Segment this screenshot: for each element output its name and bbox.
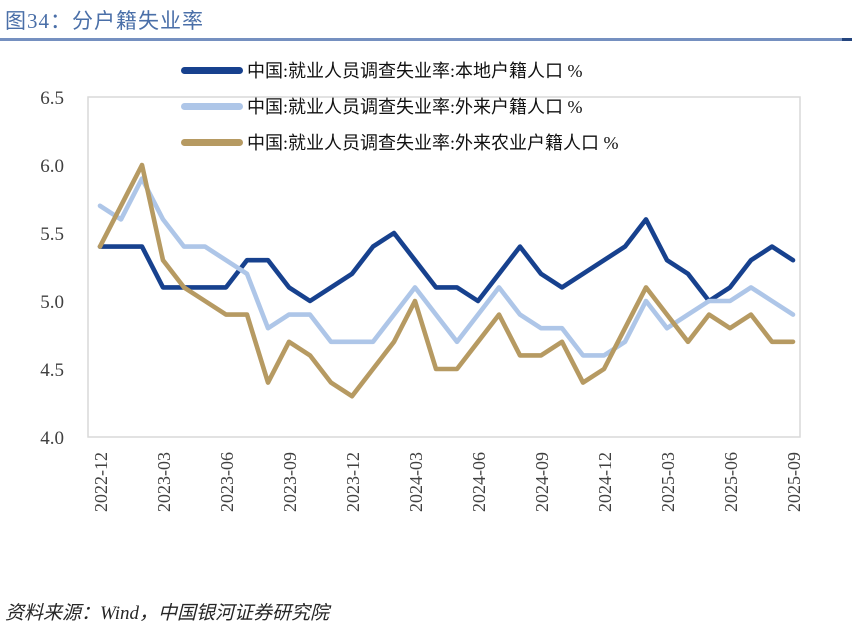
x-axis-tick-label: 2024-12	[595, 452, 615, 512]
y-axis-tick-label: 5.0	[40, 292, 64, 313]
x-axis-tick-label: 2024-06	[469, 452, 489, 512]
figure-title: 图34：分户籍失业率	[5, 9, 204, 33]
y-axis-tick-label: 5.5	[40, 224, 64, 245]
legend-item-2: 中国:就业人员调查失业率:外来农业户籍人口 %	[181, 124, 619, 160]
legend-swatch-0	[181, 66, 243, 74]
x-axis-tick-label: 2023-06	[217, 452, 237, 512]
legend-swatch-1	[181, 102, 243, 110]
legend-item-0: 中国:就业人员调查失业率:本地户籍人口 %	[181, 52, 619, 88]
source-note: 资料来源：Wind，中国银河证券研究院	[5, 603, 330, 624]
x-axis-tick-label: 2024-09	[532, 452, 552, 512]
header-divider	[0, 38, 852, 41]
x-axis-tick-label: 2022-12	[91, 452, 111, 512]
plot-frame	[87, 96, 801, 438]
x-axis-tick-label: 2023-03	[154, 452, 174, 512]
legend-label-1: 中国:就业人员调查失业率:外来户籍人口 %	[247, 97, 583, 117]
series-line-0	[97, 217, 796, 304]
x-axis-tick-label: 2023-09	[280, 452, 300, 512]
legend: 中国:就业人员调查失业率:本地户籍人口 % 中国:就业人员调查失业率:外来户籍人口…	[181, 52, 619, 160]
y-axis-tick-label: 4.0	[40, 428, 64, 449]
x-axis-tick-label: 2025-09	[784, 452, 804, 512]
y-axis-tick-label: 6.0	[40, 156, 64, 177]
x-axis-tick-label: 2024-03	[406, 452, 426, 512]
series-line-2	[97, 162, 796, 399]
x-axis-tick-label: 2025-06	[721, 452, 741, 512]
legend-label-2: 中国:就业人员调查失业率:外来农业户籍人口 %	[247, 133, 619, 153]
y-axis-tick-label: 6.5	[40, 88, 64, 109]
header-divider-cap	[842, 38, 852, 41]
legend-swatch-2	[181, 138, 243, 146]
x-axis-tick-label: 2025-03	[658, 452, 678, 512]
legend-label-0: 中国:就业人员调查失业率:本地户籍人口 %	[247, 61, 583, 81]
legend-item-1: 中国:就业人员调查失业率:外来户籍人口 %	[181, 88, 619, 124]
x-axis-tick-label: 2023-12	[343, 452, 363, 512]
y-axis-tick-label: 4.5	[40, 360, 64, 381]
series-line-1	[97, 176, 796, 358]
